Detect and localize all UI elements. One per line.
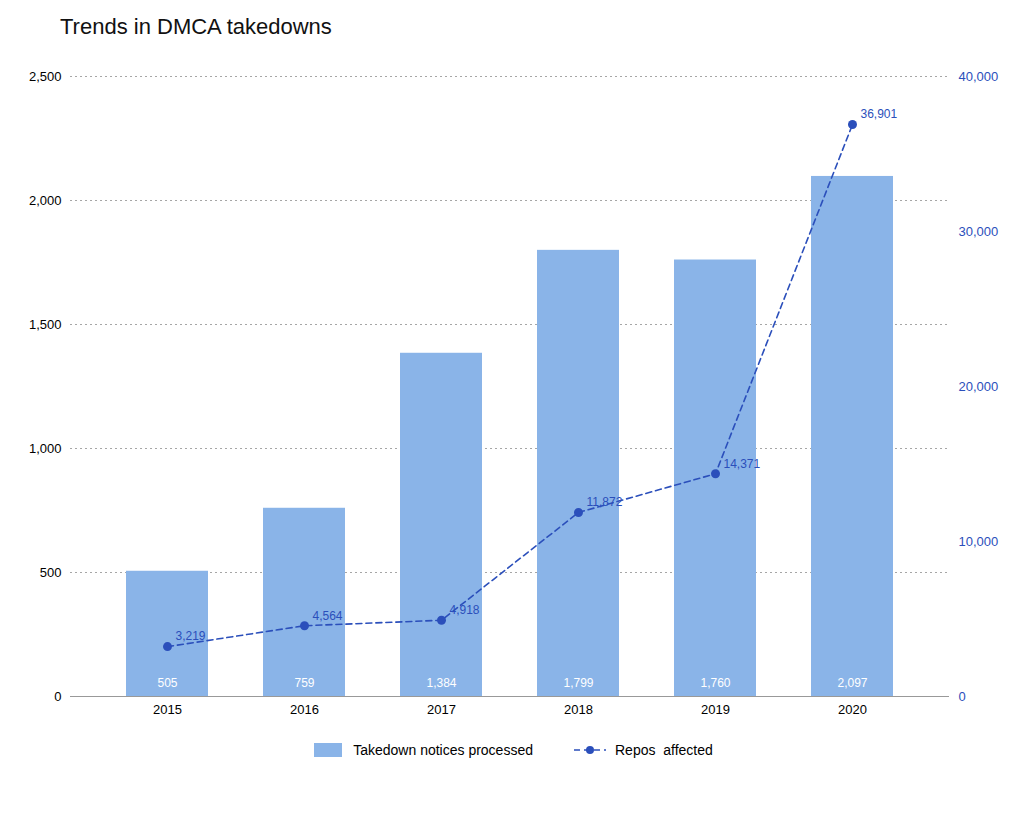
html-text:Repos affected: Repos affected — [615, 742, 713, 758]
svg-text:1,384: 1,384 — [426, 676, 456, 690]
svg-text:0: 0 — [54, 689, 61, 704]
svg-text:2018: 2018 — [564, 702, 593, 717]
svg-text:1,500: 1,500 — [29, 317, 62, 332]
svg-text:10,000: 10,000 — [959, 534, 999, 549]
svg-text:2,500: 2,500 — [29, 69, 62, 84]
svg-text:20,000: 20,000 — [959, 379, 999, 394]
svg-text:2019: 2019 — [701, 702, 730, 717]
svg-text:759: 759 — [294, 676, 314, 690]
svg-text:2,097: 2,097 — [837, 676, 867, 690]
svg-text:40,000: 40,000 — [959, 69, 999, 84]
svg-text:1,760: 1,760 — [700, 676, 730, 690]
svg-text:2015: 2015 — [153, 702, 182, 717]
svg-text:36,901: 36,901 — [861, 107, 898, 121]
svg-text:1,000: 1,000 — [29, 441, 62, 456]
svg-text:505: 505 — [157, 676, 177, 690]
html-text:Trends in DMCA takedowns: Trends in DMCA takedowns — [60, 14, 332, 39]
svg-text:1,799: 1,799 — [563, 676, 593, 690]
svg-text:14,371: 14,371 — [724, 457, 761, 471]
svg-text:3,219: 3,219 — [176, 629, 206, 643]
svg-text:30,000: 30,000 — [959, 224, 999, 239]
svg-text:4,918: 4,918 — [450, 603, 480, 617]
svg-text:2,000: 2,000 — [29, 193, 62, 208]
svg-text:500: 500 — [40, 565, 62, 580]
svg-text:11,872: 11,872 — [587, 495, 623, 509]
svg-text:2020: 2020 — [838, 702, 867, 717]
svg-text:0: 0 — [959, 689, 966, 704]
svg-text:2017: 2017 — [427, 702, 456, 717]
html-text:Takedown notices processed: Takedown notices processed — [353, 742, 533, 758]
svg-text:2016: 2016 — [290, 702, 319, 717]
svg-text:4,564: 4,564 — [313, 609, 343, 623]
